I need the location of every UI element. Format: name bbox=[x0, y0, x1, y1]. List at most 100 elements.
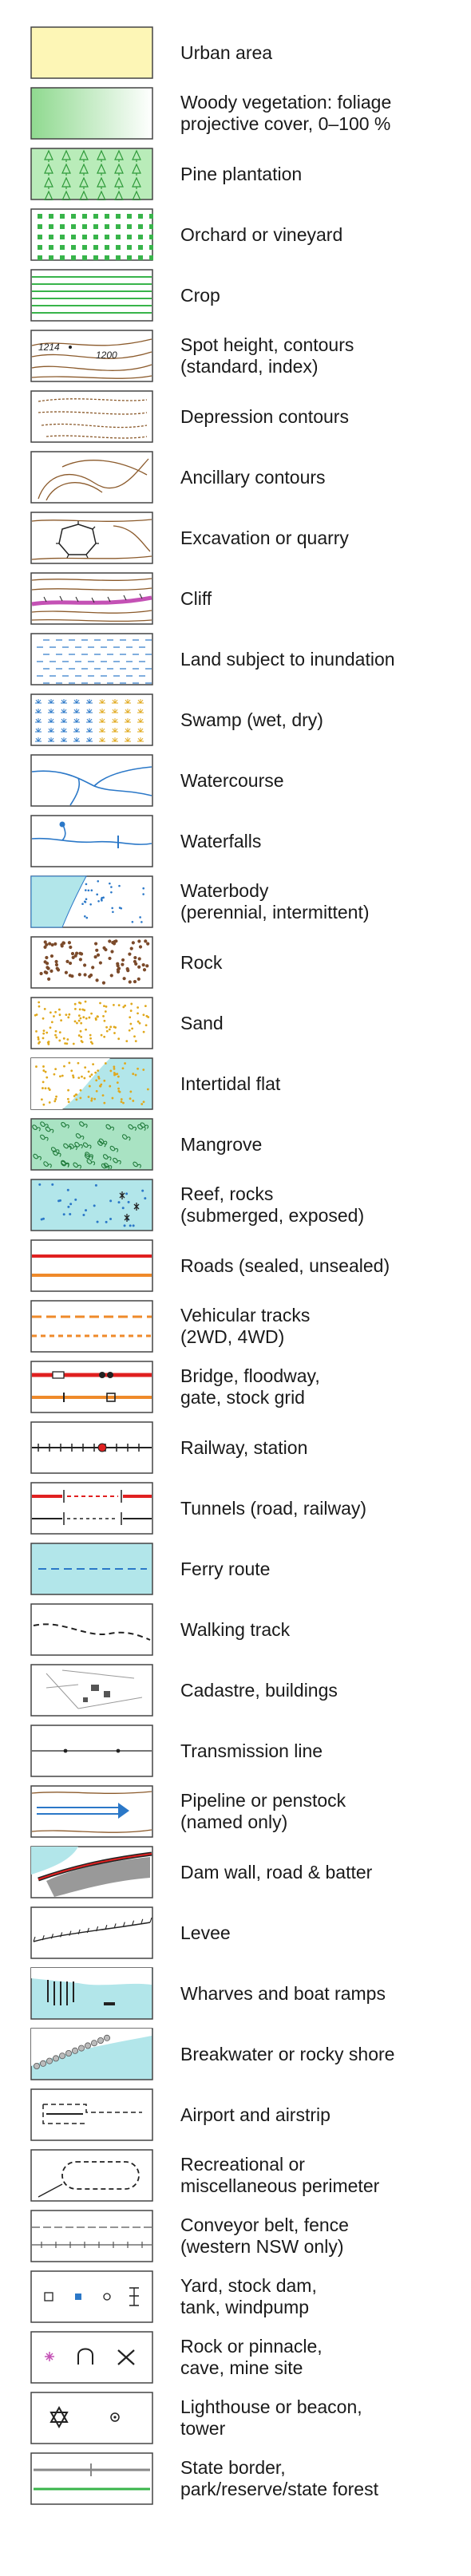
legend-label-conveyor-fence: Conveyor belt, fence (western NSW only) bbox=[180, 2210, 460, 2262]
legend-swatch-vehicular-tracks bbox=[30, 1300, 153, 1353]
legend-row-airport-airstrip: Airport and airstrip bbox=[0, 2088, 471, 2141]
legend-row-vehicular-tracks: Vehicular tracks (2WD, 4WD) bbox=[0, 1300, 471, 1353]
legend-swatch-land-subject-to-inundation bbox=[30, 633, 153, 685]
legend-row-railway-station: Railway, station bbox=[0, 1421, 471, 1474]
legend-row-land-subject-to-inundation: Land subject to inundation bbox=[0, 633, 471, 685]
legend-swatch-orchard-vineyard bbox=[30, 208, 153, 261]
legend-label-wharves-boat-ramps: Wharves and boat ramps bbox=[180, 1967, 460, 2020]
legend-label-railway-station: Railway, station bbox=[180, 1421, 460, 1474]
legend-label-line: (perennial, intermittent) bbox=[180, 902, 370, 923]
legend-label-line: Spot height, contours bbox=[180, 334, 354, 355]
legend-label-line: Watercourse bbox=[180, 769, 284, 791]
legend-swatch-crop bbox=[30, 269, 153, 322]
legend-swatch-ferry-route bbox=[30, 1543, 153, 1595]
legend-row-lighthouse-beacon: Lighthouse or beacon, tower bbox=[0, 2392, 471, 2444]
legend-row-yard-stock-dam: Yard, stock dam, tank, windpump bbox=[0, 2270, 471, 2323]
legend-swatch-intertidal-flat bbox=[30, 1057, 153, 1110]
legend-row-ferry-route: Ferry route bbox=[0, 1543, 471, 1595]
legend-label-levee: Levee bbox=[180, 1906, 460, 1959]
legend-label-line: Railway, station bbox=[180, 1436, 308, 1458]
legend-swatch-reef-rocks bbox=[30, 1179, 153, 1231]
legend-label-breakwater: Breakwater or rocky shore bbox=[180, 2028, 460, 2080]
legend-swatch-spot-height-contours: 1214 1200 bbox=[30, 330, 153, 382]
legend-swatch-walking-track bbox=[30, 1603, 153, 1656]
legend-row-bridge-floodway: Bridge, floodway, gate, stock grid bbox=[0, 1361, 471, 1413]
legend-label-walking-track: Walking track bbox=[180, 1603, 460, 1656]
legend-label-yard-stock-dam: Yard, stock dam, tank, windpump bbox=[180, 2270, 460, 2323]
legend-row-sand: Sand bbox=[0, 997, 471, 1049]
legend-row-levee: Levee bbox=[0, 1906, 471, 1959]
legend-swatch-urban-area bbox=[30, 26, 153, 79]
legend-row-spot-height-contours: 1214 1200 Spot height, contours (standard, … bbox=[0, 330, 471, 382]
legend-label-orchard-vineyard: Orchard or vineyard bbox=[180, 208, 460, 261]
legend-label-line: Roads (sealed, unsealed) bbox=[180, 1254, 390, 1276]
legend-swatch-sand bbox=[30, 997, 153, 1049]
legend-row-wharves-boat-ramps: Wharves and boat ramps bbox=[0, 1967, 471, 2020]
legend-row-swamp: Swamp (wet, dry) bbox=[0, 693, 471, 746]
legend-row-crop: Crop bbox=[0, 269, 471, 322]
legend-row-reef-rocks: Reef, rocks (submerged, exposed) bbox=[0, 1179, 471, 1231]
legend-row-rock: Rock bbox=[0, 936, 471, 989]
legend-label-line: Cadastre, buildings bbox=[180, 1679, 338, 1701]
legend-label-rock: Rock bbox=[180, 936, 460, 989]
legend-label-ferry-route: Ferry route bbox=[180, 1543, 460, 1595]
legend-label-line: Excavation or quarry bbox=[180, 527, 349, 548]
legend-label-line: Levee bbox=[180, 1922, 231, 1943]
legend-label-line: Airport and airstrip bbox=[180, 2104, 330, 2125]
legend-label-line: Wharves and boat ramps bbox=[180, 1982, 386, 2004]
legend-label-line: Depression contours bbox=[180, 405, 349, 427]
legend-label-dam-wall: Dam wall, road & batter bbox=[180, 1846, 460, 1898]
legend-row-roads: Roads (sealed, unsealed) bbox=[0, 1239, 471, 1292]
legend-label-intertidal-flat: Intertidal flat bbox=[180, 1057, 460, 1110]
legend-swatch-levee bbox=[30, 1906, 153, 1959]
legend-label-line: State border, bbox=[180, 2457, 286, 2478]
legend-row-waterfalls: Waterfalls bbox=[0, 815, 471, 867]
legend-label-line: Woody vegetation: foliage bbox=[180, 92, 392, 113]
legend-swatch-wharves-boat-ramps bbox=[30, 1967, 153, 2020]
legend-label-line: Rock or pinnacle, bbox=[180, 2336, 323, 2357]
legend-swatch-breakwater bbox=[30, 2028, 153, 2080]
legend-row-mangrove: Mangrove bbox=[0, 1118, 471, 1171]
legend-label-line: Ferry route bbox=[180, 1558, 271, 1579]
legend-label-mangrove: Mangrove bbox=[180, 1118, 460, 1171]
legend-label-line: Land subject to inundation bbox=[180, 648, 395, 670]
legend-row-pipeline-penstock: Pipeline or penstock (named only) bbox=[0, 1785, 471, 1838]
legend-label-line: Vehicular tracks bbox=[180, 1305, 311, 1326]
legend-row-rock-pinnacle-cave: Rock or pinnacle, cave, mine site bbox=[0, 2331, 471, 2384]
legend-label-line: (named only) bbox=[180, 1811, 288, 1832]
legend-label-spot-height-contours: Spot height, contours (standard, index) bbox=[180, 330, 460, 382]
legend-row-dam-wall: Dam wall, road & batter bbox=[0, 1846, 471, 1898]
legend-label-line: Pine plantation bbox=[180, 163, 303, 184]
legend-label-line: Lighthouse or beacon, bbox=[180, 2396, 362, 2417]
legend-label-lighthouse-beacon: Lighthouse or beacon, tower bbox=[180, 2392, 460, 2444]
legend-swatch-mangrove bbox=[30, 1118, 153, 1171]
legend-label-tunnels: Tunnels (road, railway) bbox=[180, 1482, 460, 1535]
legend-swatch-airport-airstrip bbox=[30, 2088, 153, 2141]
legend-row-pine-plantation: Pine plantation bbox=[0, 148, 471, 200]
legend-swatch-tunnels bbox=[30, 1482, 153, 1535]
legend-row-state-border: State border, park/reserve/state forest bbox=[0, 2452, 471, 2505]
contour-index-label: 1200 bbox=[96, 350, 117, 361]
legend-row-excavation-quarry: Excavation or quarry bbox=[0, 512, 471, 564]
legend-swatch-swamp bbox=[30, 693, 153, 746]
legend-label-urban-area: Urban area bbox=[180, 26, 460, 79]
legend-label-line: Recreational or bbox=[180, 2154, 305, 2175]
legend-label-line: Breakwater or rocky shore bbox=[180, 2043, 395, 2064]
legend-label-woody-vegetation: Woody vegetation: foliage projective cove… bbox=[180, 87, 460, 140]
legend-label-watercourse: Watercourse bbox=[180, 754, 460, 807]
legend-label-line: Reef, rocks bbox=[180, 1183, 274, 1204]
legend-label-pine-plantation: Pine plantation bbox=[180, 148, 460, 200]
legend-label-line: park/reserve/state forest bbox=[180, 2479, 378, 2499]
legend-swatch-bridge-floodway bbox=[30, 1361, 153, 1413]
legend-label-line: Swamp (wet, dry) bbox=[180, 709, 323, 730]
legend-row-ancillary-contours: Ancillary contours bbox=[0, 451, 471, 504]
legend-label-line: Crop bbox=[180, 284, 220, 306]
legend-label-line: Orchard or vineyard bbox=[180, 223, 343, 245]
legend-label-line: Mangrove bbox=[180, 1133, 263, 1155]
legend-label-line: Conveyor belt, fence bbox=[180, 2214, 349, 2235]
legend-label-roads: Roads (sealed, unsealed) bbox=[180, 1239, 460, 1292]
legend-label-line: Cliff bbox=[180, 587, 212, 609]
legend-label-reef-rocks: Reef, rocks (submerged, exposed) bbox=[180, 1179, 460, 1231]
legend-swatch-woody-vegetation bbox=[30, 87, 153, 140]
